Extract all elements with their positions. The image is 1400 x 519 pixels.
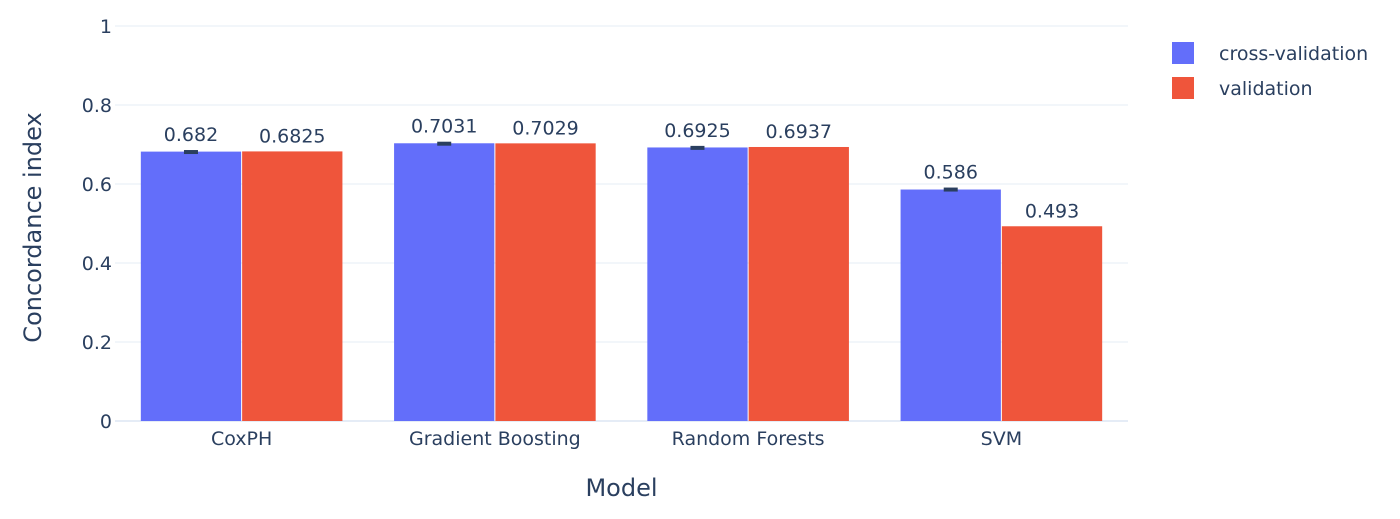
y-tick-label: 0.2 [82, 332, 112, 354]
error-bar [690, 145, 705, 150]
bar-cross-validation[interactable] [394, 143, 495, 421]
error-bar [437, 141, 452, 146]
bar-validation[interactable] [495, 143, 596, 422]
error-bars [183, 141, 958, 192]
legend-swatch[interactable] [1172, 42, 1194, 64]
bar-validation[interactable] [1001, 226, 1103, 421]
bar-cross-validation[interactable] [900, 189, 1001, 421]
error-bar [183, 150, 198, 155]
y-tick-label: 0.4 [82, 253, 112, 275]
x-tick-label: CoxPH [211, 428, 272, 450]
data-labels: 0.682 0.6825 0.7031 0.7029 0.6925 0.6937 0.586… [164, 116, 1079, 223]
bar-cross-validation[interactable] [140, 151, 242, 422]
x-tick-label: Gradient Boosting [409, 428, 581, 450]
data-label: 0.6937 [766, 121, 832, 143]
data-label: 0.493 [1025, 200, 1079, 222]
y-tick-label: 0.6 [82, 174, 112, 196]
x-tick-label: Random Forests [672, 428, 825, 450]
y-axis-title: Concordance index [19, 112, 47, 342]
data-label: 0.586 [924, 162, 978, 184]
legend[interactable]: cross-validation validation [1172, 42, 1368, 100]
y-axis: 0 0.2 0.4 0.6 0.8 1 [82, 16, 112, 433]
data-label: 0.7031 [411, 116, 477, 138]
error-bar [943, 187, 958, 192]
legend-label[interactable]: validation [1219, 78, 1313, 100]
data-label: 0.6925 [664, 120, 730, 142]
data-label: 0.6825 [259, 125, 325, 147]
x-axis: CoxPH Gradient Boosting Random Forests SVM [211, 428, 1022, 450]
bar-validation[interactable] [242, 151, 343, 421]
x-tick-label: SVM [981, 428, 1022, 450]
x-axis-title: Model [585, 474, 657, 502]
y-tick-label: 0 [100, 411, 112, 433]
legend-swatch[interactable] [1172, 77, 1194, 99]
data-label: 0.682 [164, 124, 218, 146]
y-tick-label: 0.8 [82, 95, 112, 117]
bar-cross-validation[interactable] [647, 147, 748, 421]
data-label: 0.7029 [512, 117, 578, 139]
bar-validation[interactable] [748, 146, 849, 421]
y-tick-label: 1 [100, 16, 112, 38]
legend-label[interactable]: cross-validation [1219, 43, 1368, 65]
bars [140, 143, 1103, 422]
